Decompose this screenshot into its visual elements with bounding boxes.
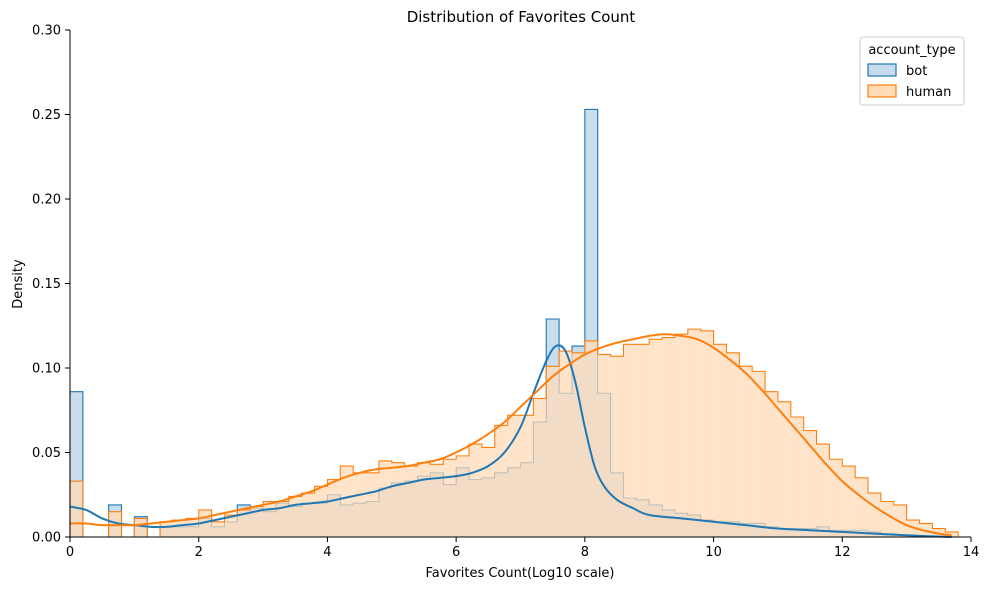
bar-human [571,352,585,537]
bar-human [481,447,495,537]
bar-human [649,339,663,537]
bar-human [314,486,328,537]
x-tick-label: 10 [705,545,722,560]
y-tick-label: 0.15 [32,277,61,292]
bar-human [185,518,199,537]
x-tick-label: 2 [195,545,203,560]
bar-human [855,477,869,537]
kde-curve-bot [69,344,952,538]
bar-human [327,479,341,537]
y-tick-label: 0.25 [32,108,61,123]
series-human [69,328,959,538]
bar-human [250,506,264,537]
y-tick-label: 0.05 [32,446,61,461]
y-tick-label: 0.20 [32,193,61,208]
bar-human [559,351,572,537]
y-axis-title: Density [11,259,26,309]
x-tick-label: 4 [323,545,331,560]
bar-human [739,366,753,537]
bar-human [597,354,611,537]
plot-area [69,108,959,538]
chart-title: Distribution of Favorites Count [407,8,636,26]
bar-human [224,515,238,537]
legend-label-bot: bot [906,64,927,79]
bar-human [275,501,289,537]
bar-human [752,371,766,537]
bar-human [237,509,251,537]
bar-human [417,462,431,537]
bar-human [765,391,778,537]
bar-human [533,398,547,537]
bar-human [404,466,418,537]
bar-human [340,466,354,537]
legend-title: account_type [868,43,955,58]
bar-human [366,472,379,537]
x-tick-label: 8 [581,545,589,560]
y-tick-label: 0.30 [32,24,61,39]
bar-human [211,521,225,537]
bar-human [172,520,186,537]
bar-human [687,329,701,537]
y-tick-label: 0.10 [32,362,61,377]
bar-human [160,521,173,537]
x-tick-label: 12 [834,545,851,560]
bar-human [816,444,830,537]
bar-human [443,459,457,537]
bar-human [700,330,714,537]
bar-human [456,455,470,537]
legend-swatch-bot [867,63,897,77]
step-outline-human [69,328,959,538]
bar-human [134,518,148,537]
kde-curve-human [69,333,952,537]
bar-human [469,444,482,537]
bar-human [713,344,727,537]
legend: account_type bot human [859,36,965,106]
bar-human [777,401,791,537]
bar-human [610,356,624,537]
bar-human [726,352,740,537]
bar-human [906,520,920,537]
bar-human [546,366,560,537]
bar-human [263,501,276,537]
bar-human [378,460,392,537]
bar-human [494,425,508,537]
bar-human [674,334,688,537]
y-axis-ticks: 0.00 0.05 0.10 0.15 0.20 0.25 0.30 [32,24,70,546]
x-tick-label: 14 [963,545,980,560]
bar-human [803,430,817,537]
x-axis-title: Favorites Count(Log10 scale) [426,566,615,581]
bar-human [880,501,894,537]
bar-human [842,466,856,537]
x-axis-ticks: 0 2 4 6 8 10 12 14 [66,537,979,560]
bar-human [288,496,302,537]
bar-human [636,344,650,537]
bar-human [520,415,534,537]
bar-human [353,472,367,537]
bar-human [507,415,521,537]
bar-human [301,493,315,537]
bar-human [868,493,881,537]
bar-human [790,417,804,537]
x-tick-label: 0 [66,545,74,560]
x-tick-label: 6 [452,545,460,560]
legend-label-human: human [906,85,951,100]
bar-human [430,464,444,537]
legend-swatch-human [867,84,897,98]
bar-human [623,344,637,537]
bar-human [584,340,598,537]
bar-human [391,462,405,537]
y-tick-label: 0.00 [32,531,61,546]
bar-human [662,337,675,537]
